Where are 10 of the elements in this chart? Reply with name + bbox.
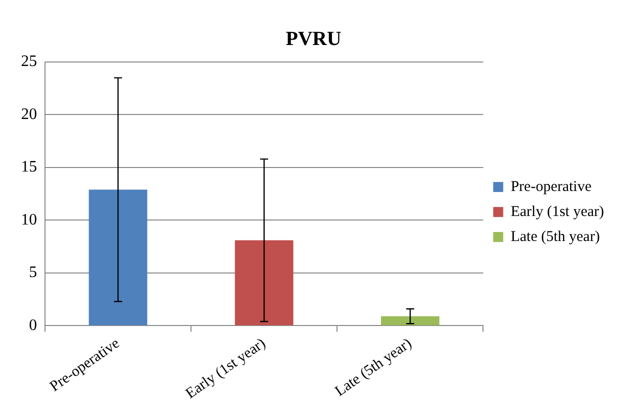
legend-label: Early (1st year) <box>510 204 604 220</box>
y-tick-label: 0 <box>29 316 37 334</box>
y-tick-label: 20 <box>21 106 37 123</box>
legend-label: Pre-operative <box>510 178 592 195</box>
y-tick-label: 25 <box>21 53 37 70</box>
chart-title: PVRU <box>286 28 342 50</box>
y-tick-label: 5 <box>29 264 37 282</box>
y-tick-label: 10 <box>21 211 37 228</box>
legend-label: Late (5th year) <box>510 228 600 245</box>
y-tick-label: 15 <box>21 158 37 176</box>
